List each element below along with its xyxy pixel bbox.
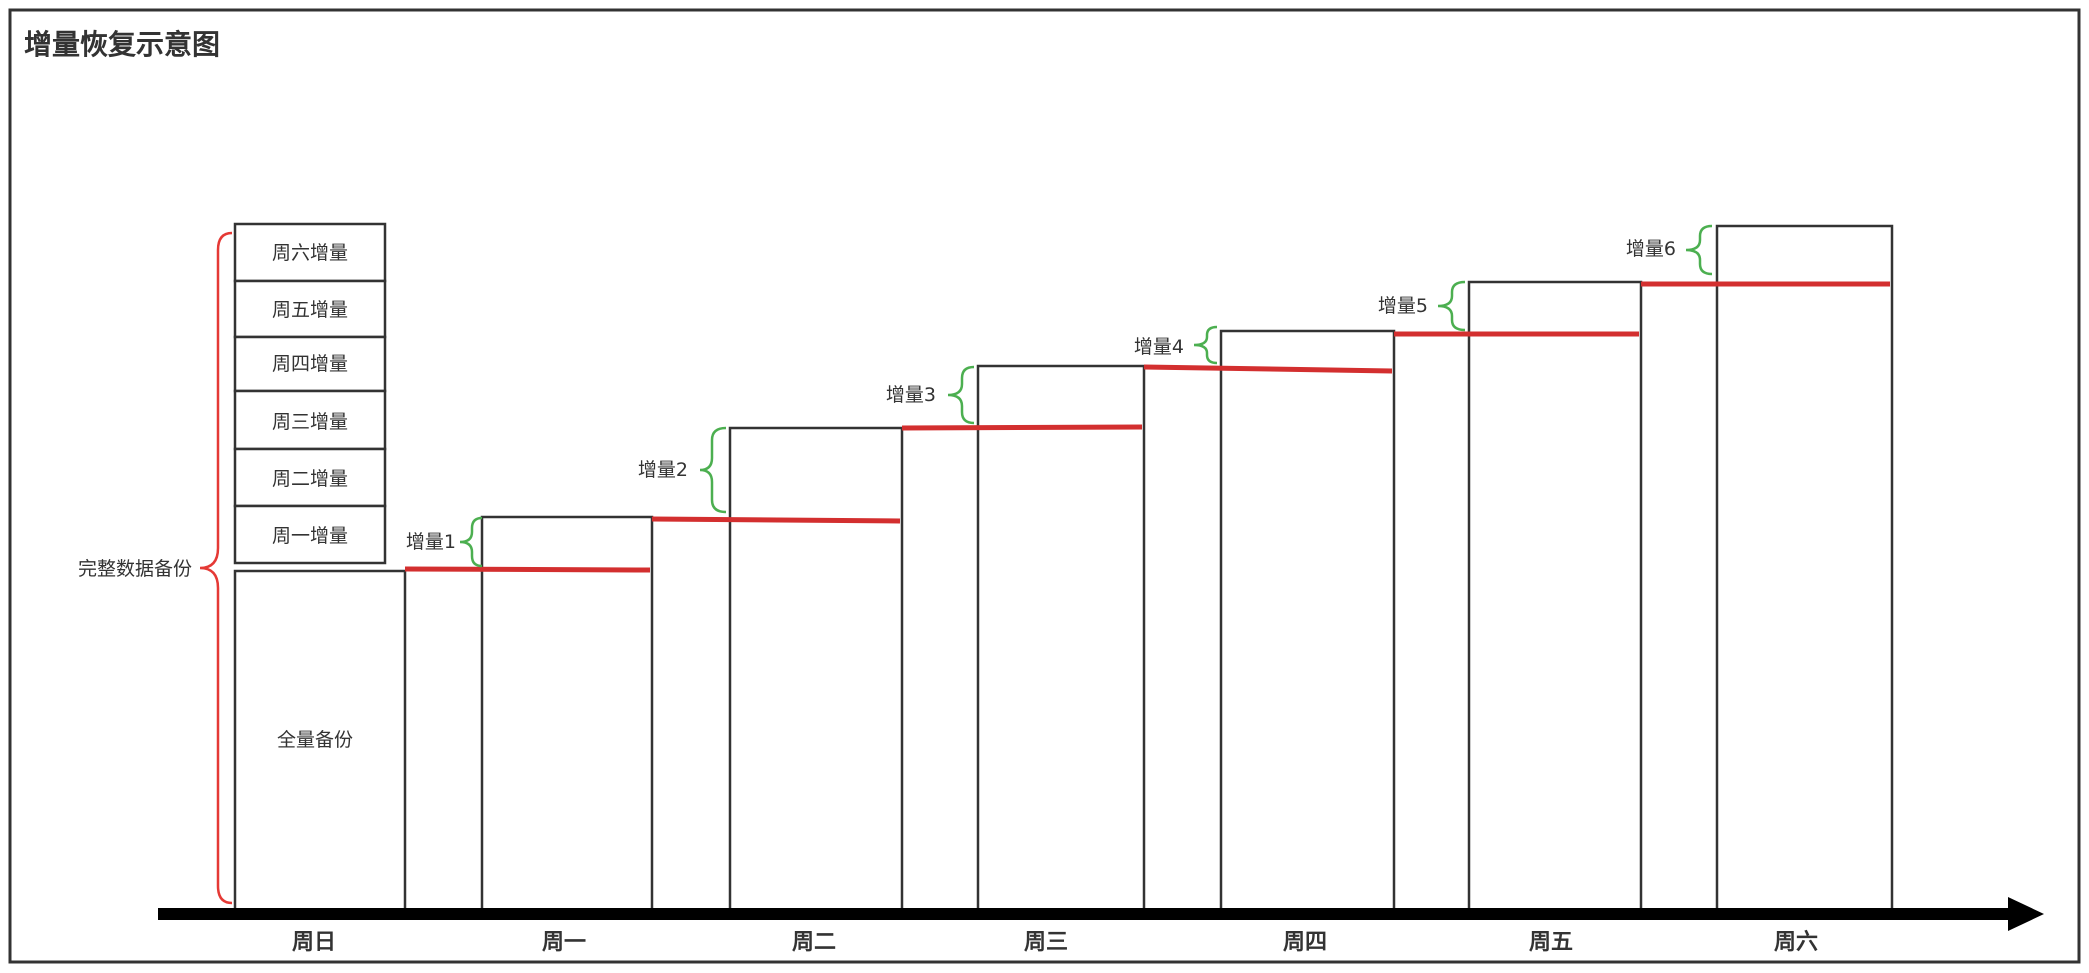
- stack-label-tue: 周二增量: [272, 468, 348, 490]
- increment-brace-2: [699, 426, 727, 514]
- increment-label-6: 增量6: [1626, 238, 1676, 260]
- diagram-title: 增量恢复示意图: [24, 28, 220, 61]
- increment-brace-4: [1193, 325, 1218, 365]
- level-line-4: [1143, 364, 1393, 374]
- increment-label-2: 增量2: [638, 459, 688, 481]
- full-backup-label: 全量备份: [277, 729, 353, 751]
- column-wed: [976, 364, 1146, 913]
- level-line-2: [651, 516, 901, 524]
- day-label-mon: 周一: [542, 930, 586, 955]
- level-line-3: [901, 424, 1143, 431]
- increment-label-4: 增量4: [1134, 336, 1184, 358]
- increment-brace-1: [459, 516, 483, 568]
- column-fri: [1467, 280, 1643, 913]
- column-sun: [233, 569, 407, 913]
- stack-label-fri: 周五增量: [272, 299, 348, 321]
- stack-box-sat: [233, 222, 387, 283]
- column-thu: [1219, 329, 1396, 913]
- increment-label-1: 增量1: [406, 531, 456, 553]
- column-tue: [728, 426, 904, 913]
- day-label-sun: 周日: [292, 930, 336, 955]
- stack-box-thu: [233, 335, 387, 393]
- day-label-wed: 周三: [1024, 930, 1068, 955]
- incremental-stack: 周六增量 周五增量 周四增量 周三增量 周二增量 周一增量: [233, 222, 387, 565]
- day-label-thu: 周四: [1283, 930, 1327, 955]
- level-line-1: [404, 566, 651, 573]
- increment-brace-6: [1685, 224, 1713, 276]
- day-label-fri: 周五: [1529, 930, 1573, 955]
- day-label-tue: 周二: [792, 930, 836, 955]
- increment-brace-3: [947, 365, 975, 425]
- increment-label-3: 增量3: [886, 384, 936, 406]
- stack-label-wed: 周三增量: [272, 411, 348, 433]
- stack-label-sat: 周六增量: [272, 242, 348, 264]
- stack-label-thu: 周四增量: [272, 353, 348, 375]
- complete-backup-label: 完整数据备份: [78, 558, 192, 580]
- day-label-sat: 周六: [1774, 930, 1818, 955]
- stack-label-mon: 周一增量: [272, 525, 348, 547]
- stack-box-mon: [233, 504, 387, 565]
- complete-backup-brace: [199, 231, 233, 905]
- increment-label-5: 增量5: [1378, 295, 1428, 317]
- column-sat: [1715, 224, 1894, 913]
- time-axis-arrowhead: [2008, 897, 2044, 931]
- column-mon: [480, 515, 654, 913]
- increment-brace-5: [1437, 280, 1466, 332]
- stack-box-tue: [233, 447, 387, 508]
